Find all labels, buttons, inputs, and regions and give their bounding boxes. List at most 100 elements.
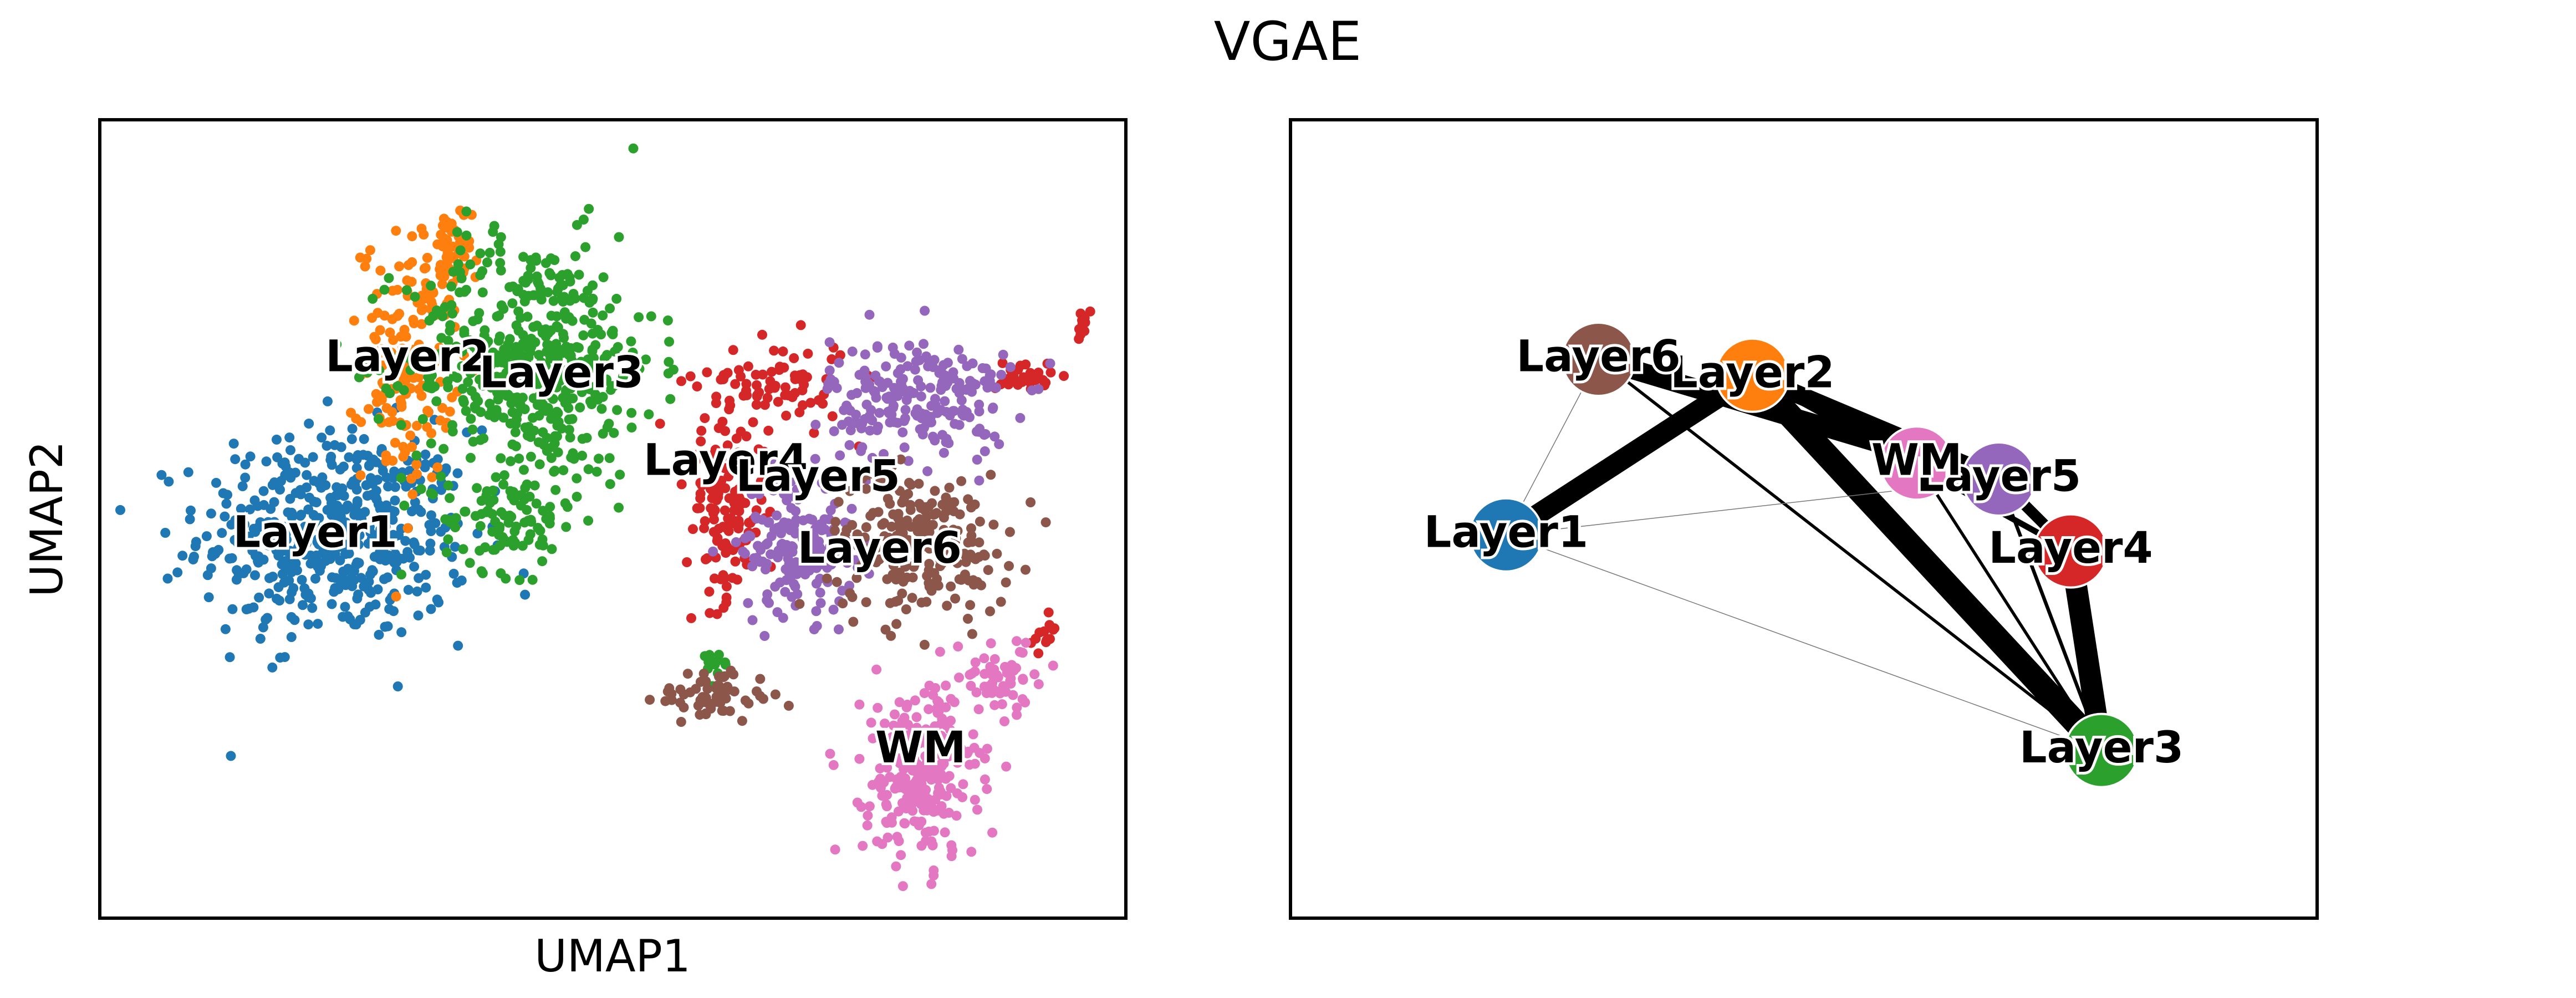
- scatter-point: [475, 248, 486, 259]
- scatter-point: [922, 802, 932, 813]
- scatter-point: [927, 520, 938, 530]
- scatter-point: [655, 419, 665, 429]
- cluster-label-layer2: Layer2: [325, 332, 489, 381]
- scatter-point: [829, 376, 839, 387]
- scatter-point: [445, 406, 455, 417]
- scatter-point: [268, 572, 278, 582]
- scatter-point: [696, 436, 706, 446]
- scatter-point: [743, 361, 753, 371]
- scatter-point: [989, 654, 1000, 664]
- scatter-point: [934, 705, 945, 716]
- scatter-point: [902, 541, 913, 551]
- scatter-point: [482, 486, 492, 496]
- scatter-point: [754, 489, 764, 500]
- scatter-point: [507, 298, 518, 309]
- scatter-point: [499, 344, 509, 355]
- scatter-point: [535, 526, 545, 536]
- scatter-point: [492, 409, 502, 420]
- scatter-point: [1038, 375, 1048, 385]
- scatter-point: [468, 436, 478, 447]
- scatter-point: [287, 587, 297, 598]
- scatter-point: [845, 425, 856, 436]
- scatter-point: [820, 483, 831, 494]
- scatter-point: [873, 702, 883, 713]
- scatter-point: [933, 788, 943, 798]
- scatter-point: [970, 499, 980, 510]
- scatter-point: [705, 608, 715, 618]
- scatter-point: [688, 524, 698, 534]
- scatter-point: [743, 598, 753, 608]
- scatter-point: [522, 312, 533, 322]
- scatter-point: [458, 395, 468, 405]
- scatter-point: [880, 719, 890, 729]
- scatter-point: [895, 486, 905, 496]
- scatter-point: [510, 537, 521, 548]
- scatter-point: [461, 206, 472, 217]
- scatter-point: [665, 394, 676, 404]
- scatter-point: [435, 259, 446, 270]
- graph-node-layer6: [1560, 322, 1636, 397]
- scatter-point: [721, 581, 732, 592]
- scatter-point: [965, 600, 976, 610]
- scatter-point: [230, 454, 241, 465]
- scatter-point: [751, 513, 762, 524]
- scatter-point: [725, 706, 735, 716]
- scatter-point: [456, 576, 467, 585]
- scatter-point: [721, 544, 731, 554]
- scatter-point: [780, 382, 790, 393]
- cluster-label-layer4: Layer4: [644, 436, 808, 486]
- scatter-point: [375, 266, 386, 276]
- scatter-point: [731, 500, 742, 511]
- scatter-point: [798, 533, 808, 544]
- scatter-point: [1001, 761, 1012, 772]
- scatter-point: [598, 310, 608, 320]
- scatter-point: [507, 407, 518, 417]
- scatter-point: [557, 423, 567, 434]
- scatter-point: [930, 486, 940, 496]
- scatter-point: [527, 574, 538, 585]
- scatter-point: [286, 612, 297, 622]
- graph-node-layer3: [2064, 712, 2140, 788]
- scatter-point: [496, 453, 506, 464]
- scatter-point: [903, 488, 914, 499]
- scatter-point: [832, 577, 842, 587]
- scatter-point: [819, 546, 829, 557]
- scatter-point: [942, 600, 952, 611]
- scatter-point: [489, 544, 500, 555]
- scatter-point: [829, 525, 840, 536]
- scatter-point: [410, 497, 420, 507]
- scatter-point: [608, 325, 618, 336]
- cluster-label-layer3: Layer3: [480, 348, 644, 398]
- scatter-point: [322, 441, 332, 451]
- scatter-point: [1012, 636, 1022, 646]
- scatter-point: [510, 427, 521, 437]
- scatter-point: [156, 470, 167, 480]
- scatter-point: [1040, 517, 1051, 528]
- scatter-point: [951, 811, 962, 821]
- scatter-point: [360, 363, 370, 373]
- scatter-point: [560, 398, 570, 408]
- scatter-point: [459, 287, 470, 297]
- scatter-point: [576, 362, 586, 372]
- scatter-point: [484, 410, 494, 420]
- scatter-point: [945, 725, 956, 735]
- scatter-point: [890, 709, 900, 720]
- scatter-point: [227, 604, 238, 614]
- scatter-point: [609, 381, 619, 391]
- scatter-point: [274, 595, 285, 606]
- scatter-point: [426, 510, 436, 521]
- x-axis-label: UMAP1: [534, 930, 690, 982]
- scatter-point: [558, 297, 568, 307]
- scatter-point: [835, 450, 845, 461]
- scatter-point: [936, 405, 947, 416]
- scatter-point: [484, 247, 495, 258]
- scatter-point: [547, 544, 557, 554]
- scatter-point: [765, 376, 776, 386]
- edge-layer2-layer5: [1749, 366, 2003, 488]
- scatter-point: [993, 672, 1003, 683]
- scatter-point: [710, 573, 720, 584]
- scatter-point: [383, 550, 394, 561]
- scatter-point: [794, 599, 805, 609]
- scatter-point: [1043, 607, 1054, 618]
- scatter-point: [660, 696, 671, 706]
